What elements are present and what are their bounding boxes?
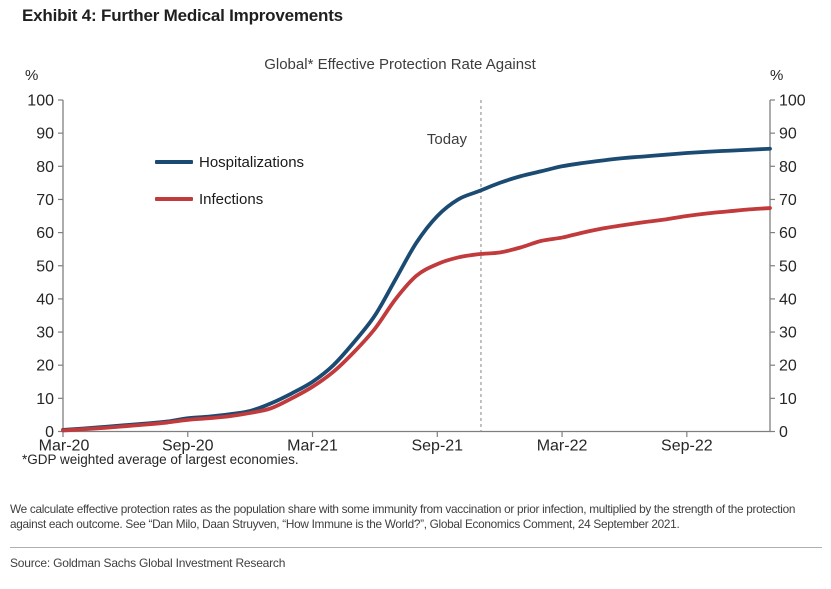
- axis-labels: 0 0 10 10 20 20 30 30 40 40 50 50 60 60 70 70 80 80 90 90 10…: [27, 93, 806, 455]
- y-axis-unit-right: %: [770, 67, 784, 84]
- legend-label-infections: Infections: [199, 190, 264, 208]
- x-tick-label: Sep-20: [162, 438, 214, 455]
- legend-item-hospitalizations: Hospitalizations: [155, 153, 304, 171]
- axis-frame: [62, 100, 771, 433]
- chart-canvas: 0 0 10 10 20 20 30 30 40 40 50 50 60 60 70 70 80 80 90 90 10…: [27, 93, 806, 455]
- y-tick-label-right: 50: [779, 258, 797, 275]
- y-axis-unit-left: %: [25, 67, 39, 84]
- source-text: Source: Goldman Sachs Global Investment …: [10, 556, 286, 570]
- y-tick-label-left: 100: [27, 93, 54, 110]
- legend: Hospitalizations Infections: [155, 153, 304, 227]
- y-tick-label-left: 50: [36, 258, 54, 275]
- chart-title: Global* Effective Protection Rate Agains…: [264, 56, 536, 73]
- x-tick-label: Sep-22: [661, 438, 713, 455]
- chart-footnote: *GDP weighted average of largest economi…: [22, 452, 299, 467]
- x-tick-label: Mar-21: [287, 438, 338, 455]
- y-tick-label-left: 70: [36, 192, 54, 209]
- y-tick-label-left: 0: [45, 424, 54, 441]
- today-label: Today: [427, 131, 468, 148]
- y-tick-label-left: 30: [36, 325, 54, 342]
- x-tick-label: Mar-22: [537, 438, 588, 455]
- note-text: We calculate effective protection rates …: [10, 502, 796, 532]
- y-tick-label-right: 80: [779, 159, 797, 176]
- y-tick-label-left: 90: [36, 126, 54, 143]
- series-line-infections: [61, 206, 772, 433]
- y-tick-label-right: 40: [779, 291, 797, 308]
- y-tick-label-right: 10: [779, 391, 797, 408]
- axis-ticks: [58, 99, 775, 437]
- legend-swatch-infections: [155, 197, 193, 201]
- y-tick-label-left: 10: [36, 391, 54, 408]
- y-tick-label-right: 70: [779, 192, 797, 209]
- y-tick-label-right: 0: [779, 424, 788, 441]
- y-tick-label-left: 40: [36, 291, 54, 308]
- y-tick-label-left: 20: [36, 358, 54, 375]
- x-tick-label: Mar-20: [39, 438, 90, 455]
- y-tick-label-left: 80: [36, 159, 54, 176]
- legend-swatch-hospitalizations: [155, 160, 193, 164]
- y-tick-label-right: 20: [779, 358, 797, 375]
- exhibit-title: Exhibit 4: Further Medical Improvements: [22, 6, 343, 25]
- legend-item-infections: Infections: [155, 190, 304, 208]
- divider: [10, 547, 822, 548]
- x-tick-label: Sep-21: [411, 438, 463, 455]
- y-tick-label-right: 100: [779, 93, 806, 110]
- y-tick-label-right: 30: [779, 325, 797, 342]
- y-tick-label-right: 60: [779, 225, 797, 242]
- y-tick-label-left: 60: [36, 225, 54, 242]
- y-tick-label-right: 90: [779, 126, 797, 143]
- legend-label-hospitalizations: Hospitalizations: [199, 153, 305, 171]
